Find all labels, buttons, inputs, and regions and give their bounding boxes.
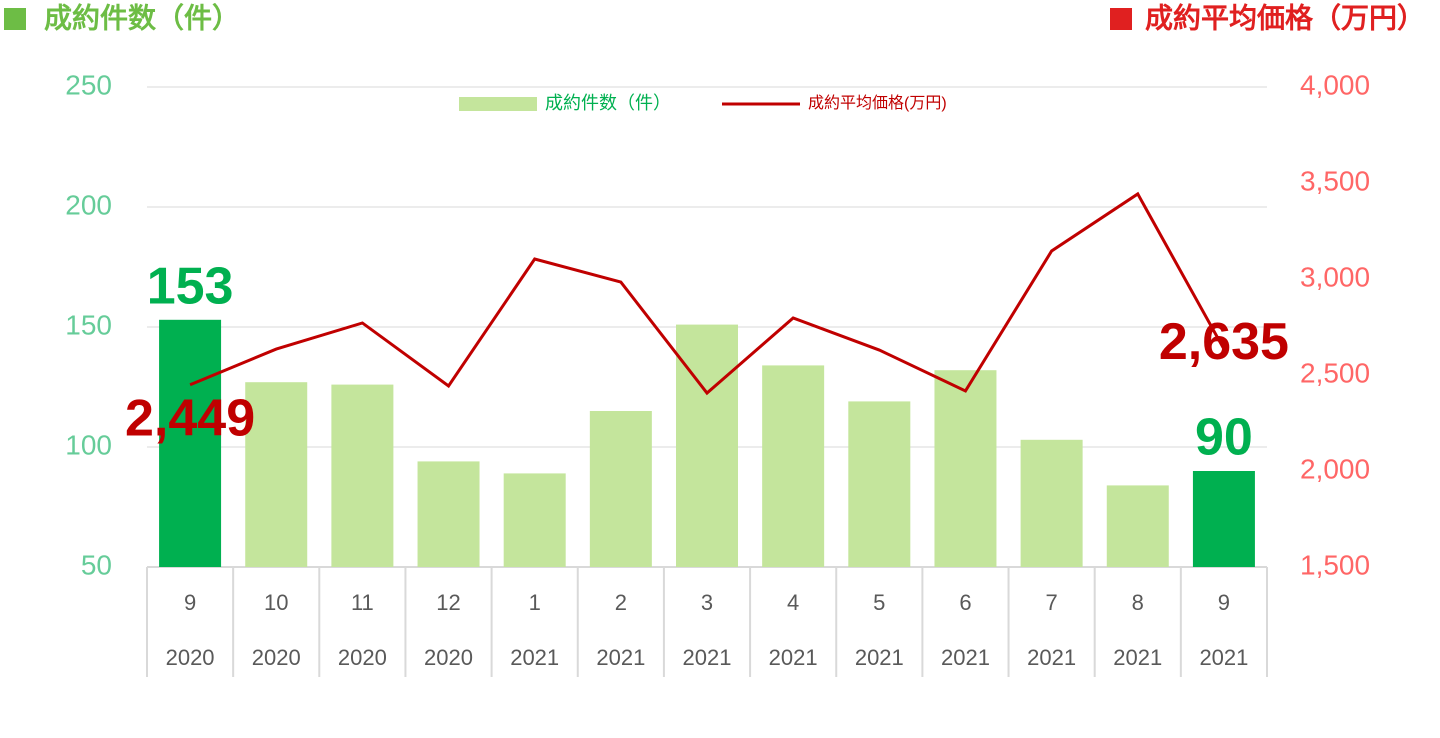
bar	[589, 411, 652, 567]
x-tick-label: 10	[264, 590, 288, 615]
y-tick-label: 200	[65, 189, 112, 220]
x-group-label: 2021	[855, 645, 904, 670]
x-tick-label: 6	[959, 590, 971, 615]
y2-tick-label: 3,000	[1300, 261, 1370, 292]
y-tick-label: 250	[65, 69, 112, 100]
bar	[331, 384, 394, 567]
y-tick-label: 150	[65, 309, 112, 340]
legend-bar-swatch	[459, 97, 537, 111]
bar	[848, 401, 911, 567]
x-tick-label: 12	[436, 590, 460, 615]
bar	[1192, 471, 1255, 567]
y-axis-title: 成約件数（件）	[44, 1, 240, 33]
x-tick-label: 7	[1045, 590, 1057, 615]
legend-label: 成約件数（件）	[545, 93, 671, 113]
x-tick-label: 11	[351, 590, 374, 615]
x-tick-label: 5	[873, 590, 885, 615]
y2-tick-label: 3,500	[1300, 165, 1370, 196]
x-tick-label: 9	[1218, 590, 1230, 615]
bar	[417, 461, 480, 567]
bar	[676, 324, 738, 567]
x-tick-label: 3	[701, 590, 713, 615]
data-label: 2,449	[125, 390, 255, 448]
data-label: 90	[1195, 409, 1253, 467]
x-group-label: 2021	[1027, 645, 1076, 670]
x-group-label: 2021	[510, 645, 559, 670]
x-group-label: 2020	[166, 645, 215, 670]
line	[189, 191, 1226, 396]
x-group-label: 2020	[424, 645, 473, 670]
x-group-label: 2020	[338, 645, 387, 670]
y-tick-label: 50	[81, 549, 112, 580]
y-label-marker	[4, 8, 26, 30]
x-group-label: 2021	[596, 645, 645, 670]
x-group-label: 2021	[683, 645, 732, 670]
x-tick-label: 9	[184, 590, 196, 615]
x-group-label: 2020	[252, 645, 301, 670]
bar	[245, 382, 308, 567]
x-group-label: 2021	[769, 645, 818, 670]
x-tick-label: 1	[529, 590, 541, 615]
x-tick-label: 2	[615, 590, 627, 615]
x-tick-label: 8	[1132, 590, 1144, 615]
legend-label: 成約平均価格(万円)	[808, 94, 947, 112]
bar	[159, 319, 222, 567]
y2-tick-label: 1,500	[1300, 549, 1370, 580]
y2-axis-title: 成約平均価格（万円）	[1145, 1, 1425, 33]
bar	[934, 370, 997, 567]
y2-label-marker	[1110, 8, 1132, 30]
y-tick-label: 100	[65, 429, 112, 460]
data-label: 153	[147, 258, 234, 316]
y2-tick-label: 2,500	[1300, 357, 1370, 388]
bar	[503, 473, 566, 567]
bar	[762, 365, 825, 567]
x-tick-label: 4	[787, 590, 799, 615]
bar	[1020, 439, 1083, 567]
y2-tick-label: 2,000	[1300, 453, 1370, 484]
data-label: 2,635	[1159, 313, 1289, 371]
x-group-label: 2021	[1113, 645, 1162, 670]
y2-tick-label: 4,000	[1300, 69, 1370, 100]
x-group-label: 2021	[941, 645, 990, 670]
x-group-label: 2021	[1199, 645, 1248, 670]
bar	[1106, 485, 1169, 567]
